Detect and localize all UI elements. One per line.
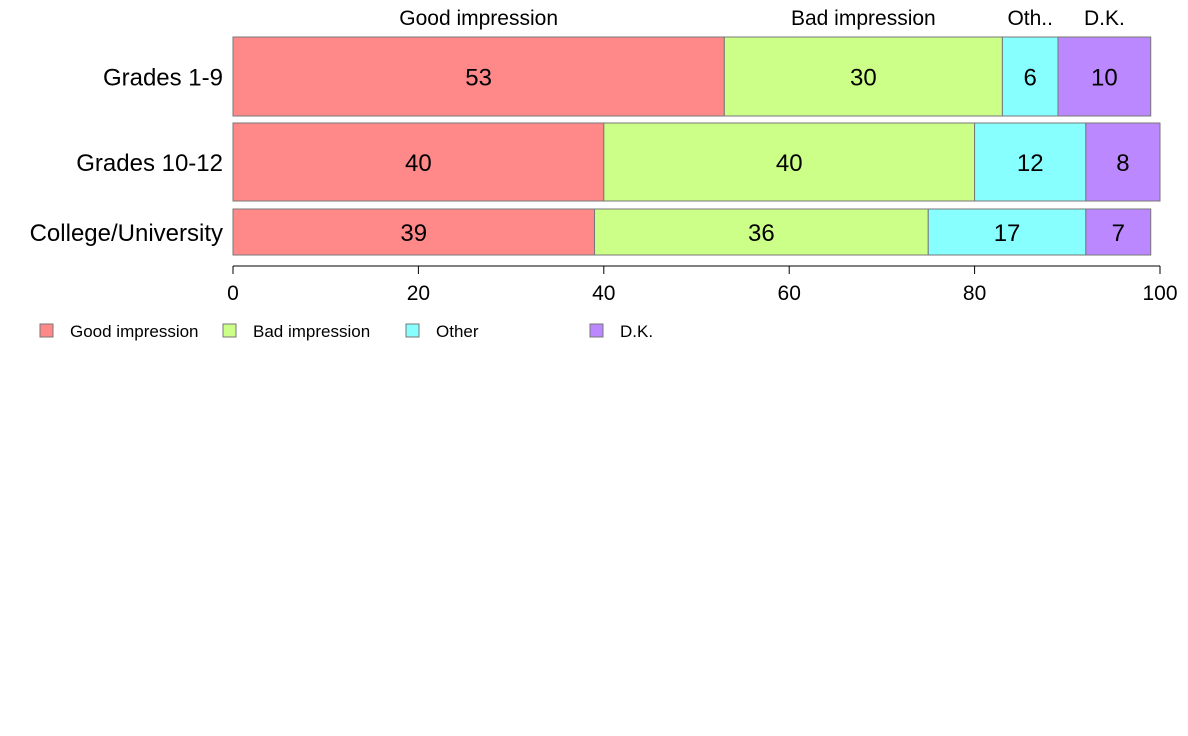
bar-segment xyxy=(974,122,1087,202)
series-top-label: Oth.. xyxy=(1007,7,1053,30)
bar-segment xyxy=(1085,122,1161,202)
bar-segment xyxy=(1057,36,1152,117)
bar-value-label: 39 xyxy=(400,220,427,247)
series-top-labels: Good impression Bad impression Oth.. D.K. xyxy=(399,7,1125,30)
legend-swatch xyxy=(222,323,237,338)
category-label: College/University xyxy=(30,220,223,247)
x-tick-label: 20 xyxy=(407,282,430,305)
bar-value-label: 17 xyxy=(994,220,1021,247)
bar-value-label: 36 xyxy=(748,220,775,247)
category-labels: Grades 1-9 Grades 10-12 College/University xyxy=(30,65,223,248)
legend-swatch xyxy=(39,323,54,338)
bar-segment xyxy=(594,208,929,256)
bar-value-label: 53 xyxy=(465,65,492,92)
series-top-label: Good impression xyxy=(399,7,558,30)
legend-label: Bad impression xyxy=(253,322,370,341)
bar-value-label: 7 xyxy=(1112,220,1125,247)
x-tick-label: 80 xyxy=(963,282,986,305)
bar-segment xyxy=(1085,208,1152,256)
bars-layer: 53 30 6 10 40 40 12 8 39 36 17 7 xyxy=(232,36,1161,256)
bar-value-label: 6 xyxy=(1024,65,1037,92)
x-tick-label: 60 xyxy=(778,282,801,305)
bar-segment xyxy=(603,122,976,202)
legend-label: D.K. xyxy=(620,322,653,341)
category-label: Grades 10-12 xyxy=(76,150,223,177)
bar-value-label: 12 xyxy=(1017,150,1044,177)
x-tick-label: 100 xyxy=(1142,282,1177,305)
x-tick-label: 40 xyxy=(592,282,615,305)
series-top-label: D.K. xyxy=(1084,7,1125,30)
bar-segment xyxy=(1001,36,1059,117)
bar-value-label: 30 xyxy=(850,65,877,92)
x-axis: 0 20 40 60 80 100 xyxy=(227,265,1178,305)
x-tick-label: 0 xyxy=(227,282,239,305)
bar-value-label: 10 xyxy=(1091,65,1118,92)
category-label: Grades 1-9 xyxy=(103,65,223,92)
bar-value-label: 40 xyxy=(776,150,803,177)
bar-value-label: 40 xyxy=(405,150,432,177)
bar-segment xyxy=(232,208,596,256)
legend-swatch xyxy=(589,323,604,338)
legend-label: Good impression xyxy=(70,322,199,341)
legend-label: Other xyxy=(436,322,479,341)
legend: Good impression Bad impression Other D.K. xyxy=(39,322,653,341)
legend-swatch xyxy=(405,323,420,338)
bar-value-label: 8 xyxy=(1116,150,1129,177)
bar-segment xyxy=(232,122,605,202)
bar-segment xyxy=(927,208,1087,256)
series-top-label: Bad impression xyxy=(791,7,936,30)
